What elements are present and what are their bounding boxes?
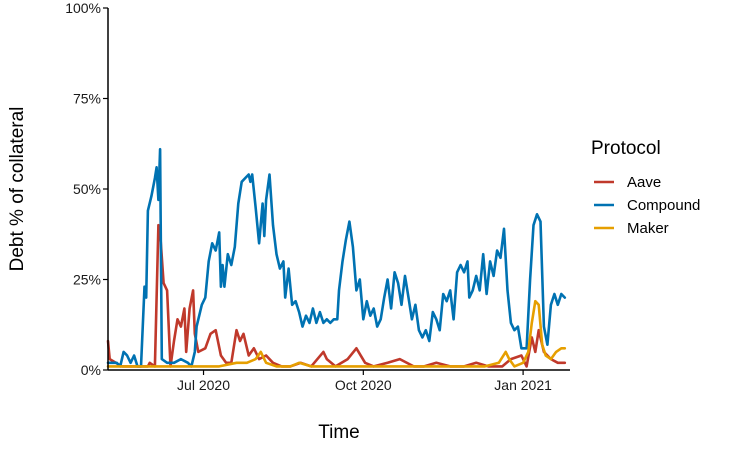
y-tick-label: 50% [73, 181, 101, 197]
legend-items: Aave Compound Maker [594, 174, 700, 237]
series-line-aave [106, 223, 567, 368]
legend-label: Aave [627, 174, 661, 191]
axes [107, 8, 570, 371]
y-tick-label: 100% [65, 0, 101, 16]
x-axis-ticks: Jul 2020 Oct 2020 Jan 2021 [177, 370, 552, 393]
y-axis-ticks: 0% 25% 50% 75% 100% [65, 0, 108, 378]
y-tick-label: 75% [73, 91, 101, 107]
y-tick-label: 0% [81, 362, 101, 378]
x-tick-label: Jul 2020 [177, 377, 230, 393]
series-line-compound [106, 147, 567, 368]
legend-label: Maker [627, 220, 669, 237]
y-axis-title: Debt % of collateral [7, 107, 28, 272]
plot-area [106, 147, 567, 368]
legend-label: Compound [627, 197, 700, 214]
legend: Protocol Aave Compound Maker [591, 138, 700, 237]
legend-item-maker: Maker [594, 220, 669, 237]
legend-item-compound: Compound [594, 197, 700, 214]
y-tick-label: 25% [73, 272, 101, 288]
x-axis-title: Time [318, 422, 360, 443]
x-tick-label: Oct 2020 [335, 377, 392, 393]
legend-title: Protocol [591, 138, 661, 159]
x-tick-label: Jan 2021 [494, 377, 552, 393]
series-line-maker [106, 299, 567, 368]
legend-item-aave: Aave [594, 174, 661, 191]
